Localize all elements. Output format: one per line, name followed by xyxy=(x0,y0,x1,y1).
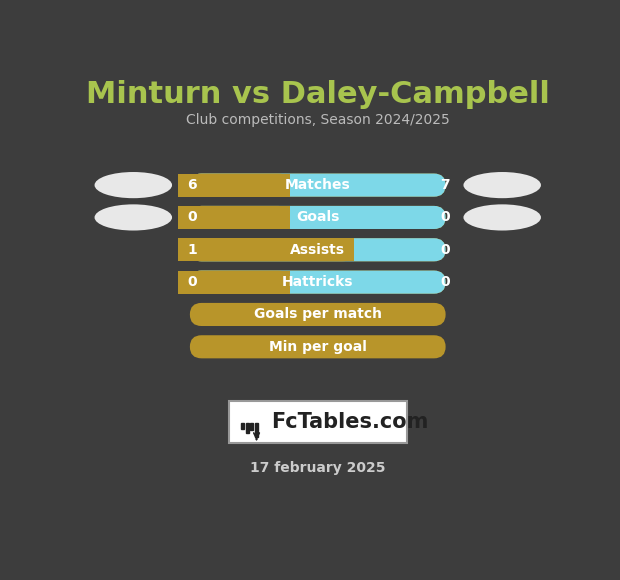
FancyBboxPatch shape xyxy=(190,271,290,293)
Bar xyxy=(246,423,249,433)
Bar xyxy=(179,270,290,293)
Text: 6: 6 xyxy=(187,178,197,192)
Bar xyxy=(179,206,290,229)
FancyBboxPatch shape xyxy=(190,238,354,262)
Text: 0: 0 xyxy=(187,211,197,224)
FancyBboxPatch shape xyxy=(229,401,407,443)
Text: Club competitions, Season 2024/2025: Club competitions, Season 2024/2025 xyxy=(186,113,450,126)
Text: 0: 0 xyxy=(440,211,450,224)
Bar xyxy=(241,423,244,429)
FancyBboxPatch shape xyxy=(190,238,446,262)
Text: 0: 0 xyxy=(440,275,450,289)
Text: Goals: Goals xyxy=(296,211,339,224)
Text: Matches: Matches xyxy=(285,178,351,192)
FancyBboxPatch shape xyxy=(190,271,446,293)
Ellipse shape xyxy=(463,204,541,230)
Text: 0: 0 xyxy=(440,243,450,257)
Text: 17 february 2025: 17 february 2025 xyxy=(250,462,386,476)
Bar xyxy=(250,423,254,430)
Text: 1: 1 xyxy=(187,243,197,257)
Text: 7: 7 xyxy=(440,178,450,192)
Text: Min per goal: Min per goal xyxy=(269,340,366,354)
Text: Assists: Assists xyxy=(290,243,345,257)
FancyBboxPatch shape xyxy=(190,303,446,326)
FancyBboxPatch shape xyxy=(190,271,446,293)
FancyBboxPatch shape xyxy=(190,173,290,197)
FancyBboxPatch shape xyxy=(190,206,446,229)
Ellipse shape xyxy=(463,172,541,198)
Bar xyxy=(255,423,258,437)
FancyBboxPatch shape xyxy=(190,335,446,358)
Bar xyxy=(179,173,290,197)
FancyBboxPatch shape xyxy=(190,173,446,197)
Ellipse shape xyxy=(95,172,172,198)
FancyBboxPatch shape xyxy=(190,206,446,229)
Text: FcTables.com: FcTables.com xyxy=(272,412,428,432)
Text: Hattricks: Hattricks xyxy=(282,275,353,289)
Text: Goals per match: Goals per match xyxy=(254,307,382,321)
Text: Minturn vs Daley-Campbell: Minturn vs Daley-Campbell xyxy=(86,79,550,108)
Text: 0: 0 xyxy=(187,275,197,289)
Bar xyxy=(179,238,354,262)
FancyBboxPatch shape xyxy=(190,206,290,229)
FancyBboxPatch shape xyxy=(190,238,446,262)
FancyBboxPatch shape xyxy=(190,173,446,197)
Ellipse shape xyxy=(95,204,172,230)
